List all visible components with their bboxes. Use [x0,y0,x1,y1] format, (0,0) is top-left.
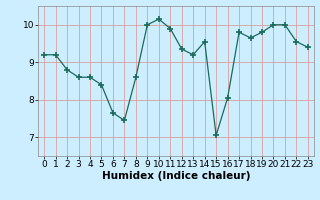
X-axis label: Humidex (Indice chaleur): Humidex (Indice chaleur) [102,171,250,181]
